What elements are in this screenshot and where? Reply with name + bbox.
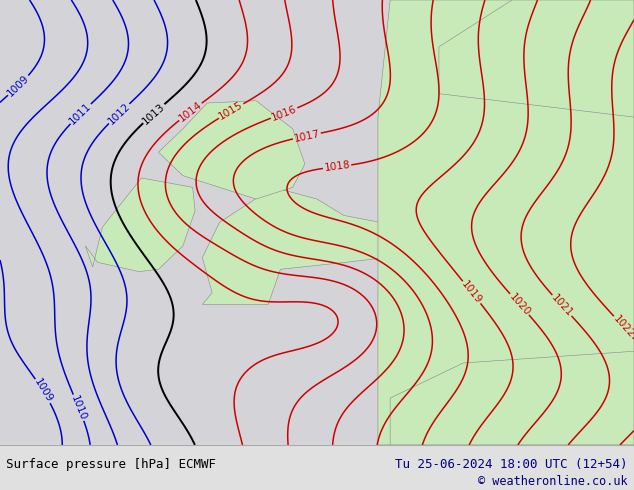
Text: 1011: 1011 bbox=[68, 101, 93, 126]
Text: 1013: 1013 bbox=[141, 101, 167, 126]
Polygon shape bbox=[158, 100, 305, 199]
Text: 1009: 1009 bbox=[32, 377, 55, 405]
Text: 1017: 1017 bbox=[293, 128, 321, 144]
Text: 1014: 1014 bbox=[177, 100, 204, 123]
Text: Surface pressure [hPa] ECMWF: Surface pressure [hPa] ECMWF bbox=[6, 459, 216, 471]
Polygon shape bbox=[378, 0, 634, 445]
Text: © weatheronline.co.uk: © weatheronline.co.uk bbox=[478, 475, 628, 488]
Text: 1015: 1015 bbox=[217, 100, 245, 122]
Text: 1020: 1020 bbox=[507, 291, 532, 318]
Polygon shape bbox=[202, 187, 385, 304]
Text: 1018: 1018 bbox=[323, 160, 351, 173]
Text: 1009: 1009 bbox=[6, 73, 31, 98]
Text: 1010: 1010 bbox=[69, 393, 88, 422]
Text: 1016: 1016 bbox=[270, 104, 298, 122]
Text: 1019: 1019 bbox=[460, 279, 484, 306]
Text: 1021: 1021 bbox=[549, 293, 574, 318]
Polygon shape bbox=[439, 0, 634, 117]
Text: 1012: 1012 bbox=[106, 101, 132, 126]
Polygon shape bbox=[390, 351, 634, 445]
Polygon shape bbox=[86, 178, 195, 271]
Text: 1022: 1022 bbox=[611, 314, 634, 340]
Text: Tu 25-06-2024 18:00 UTC (12+54): Tu 25-06-2024 18:00 UTC (12+54) bbox=[395, 459, 628, 471]
